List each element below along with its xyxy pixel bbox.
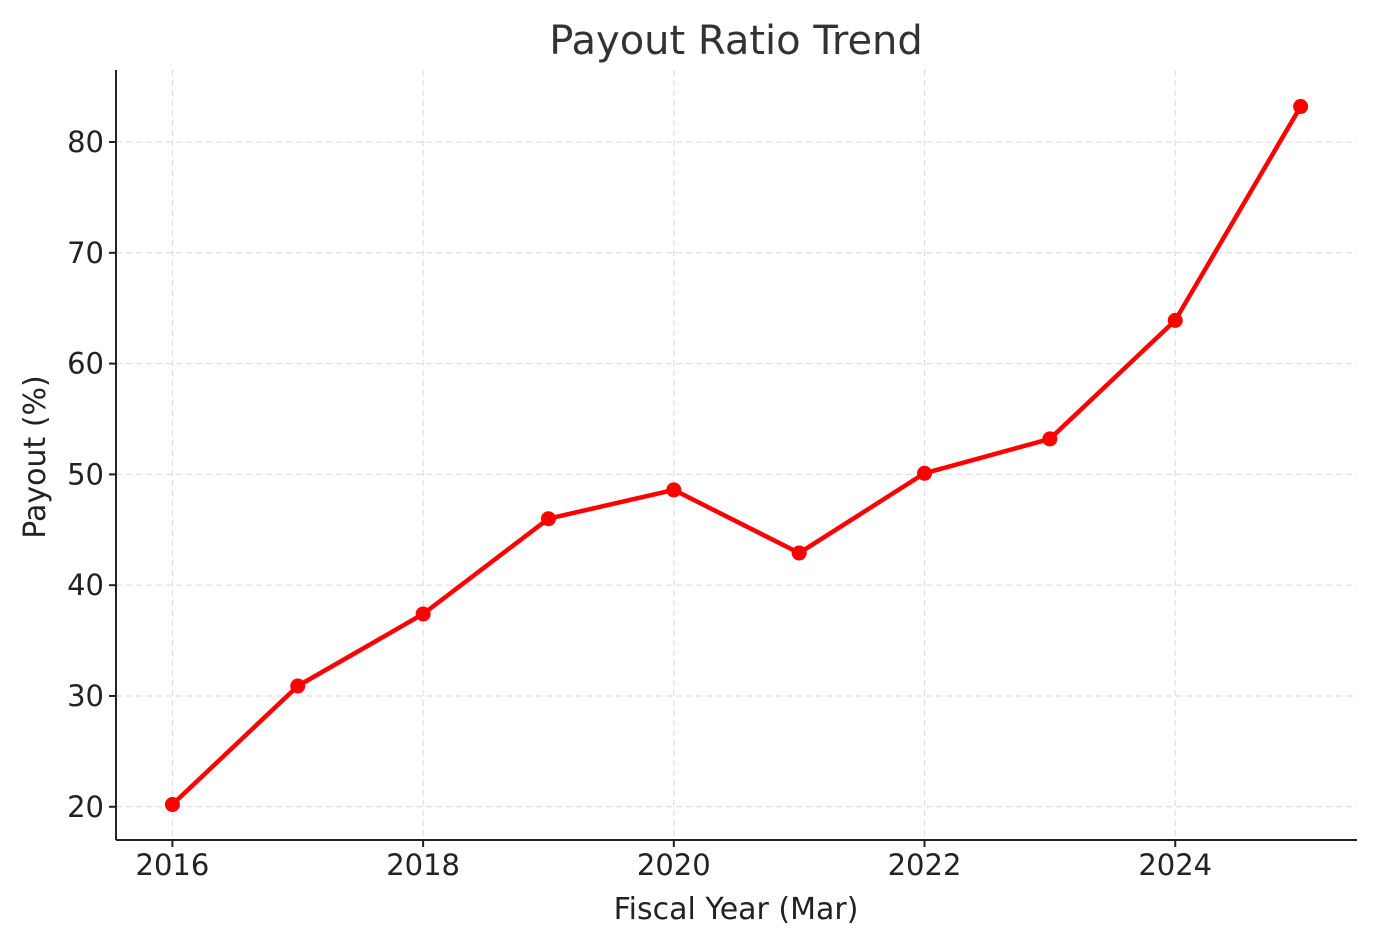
axes	[115, 70, 1357, 841]
chart-title: Payout Ratio Trend	[549, 18, 923, 64]
y-tick-label: 40	[67, 568, 104, 602]
data-point	[1293, 99, 1309, 115]
x-tick-label: 2024	[1138, 848, 1212, 882]
x-tick-label: 2022	[888, 848, 962, 882]
data-point	[415, 606, 431, 622]
data-point	[917, 465, 933, 481]
x-tick-label: 2020	[637, 848, 711, 882]
y-tick-label: 50	[67, 457, 104, 491]
y-tick-label: 70	[67, 236, 104, 270]
y-tick-label: 60	[67, 347, 104, 381]
data-point	[666, 482, 682, 498]
data-point	[540, 511, 556, 527]
tick-marks: 2016 2018 2020 2022 2024 20 30 40 50 60 70 80	[67, 125, 1212, 882]
data-point	[1167, 312, 1183, 328]
x-tick-label: 2018	[386, 848, 460, 882]
data-point	[791, 545, 807, 561]
data-point	[164, 797, 180, 813]
y-tick-label: 20	[67, 790, 104, 824]
y-tick-label: 30	[67, 679, 104, 713]
grid-lines	[116, 70, 1357, 840]
series-line	[170, 104, 1303, 807]
data-point	[290, 678, 306, 694]
y-tick-label: 80	[67, 125, 104, 159]
x-axis-label: Fiscal Year (Mar)	[614, 892, 859, 927]
data-point	[1042, 431, 1058, 447]
y-axis-label: Payout (%)	[18, 375, 53, 538]
x-tick-label: 2016	[136, 848, 210, 882]
series-layer	[164, 99, 1309, 813]
